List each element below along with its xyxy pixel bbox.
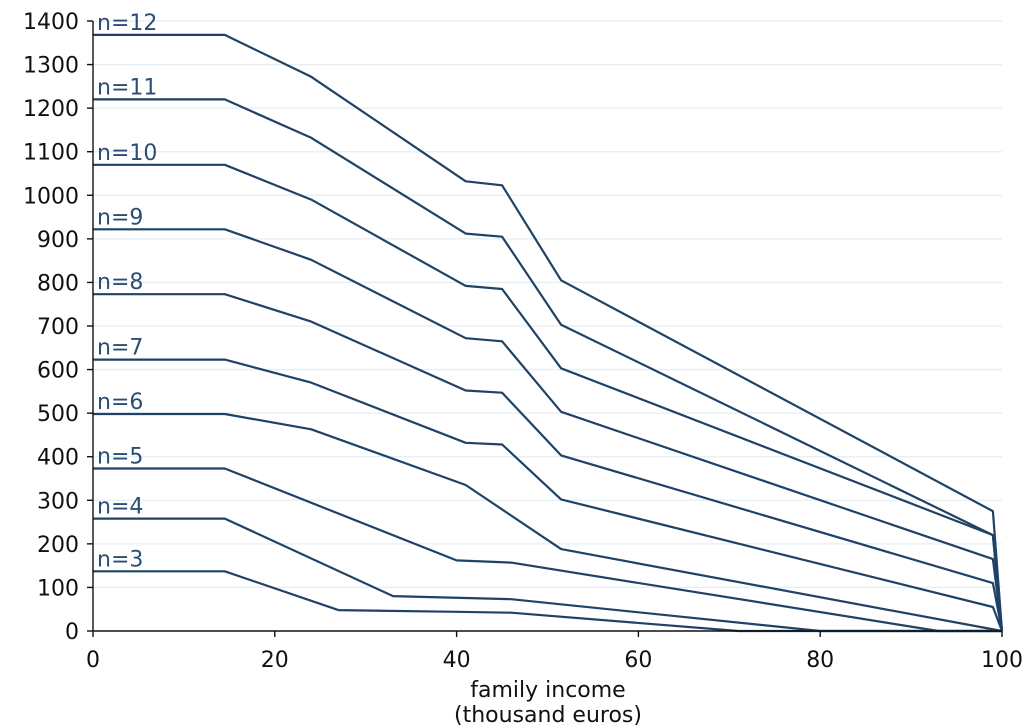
y-tick-label-600: 600 [37, 359, 79, 384]
y-tick-label-100: 100 [37, 576, 79, 601]
y-tick-label-800: 800 [37, 271, 79, 296]
series-line-n=11 [93, 98, 1004, 632]
series-labels: n=3 n=4 n=5 n=6 n=7 n=8 n=9 n=10 n=11 n=12 [97, 11, 157, 572]
series-line-n=8 [93, 293, 1004, 632]
x-tick-label-60: 60 [624, 648, 652, 673]
y-tick-label-1200: 1200 [23, 97, 79, 122]
series-label-n=6: n=6 [97, 390, 143, 415]
series-label-n=12: n=12 [97, 11, 157, 36]
series-label-n=11: n=11 [97, 75, 157, 100]
series-line-n=7 [93, 358, 1004, 632]
series-label-n=8: n=8 [97, 270, 143, 295]
series-line-n=12 [93, 33, 1004, 632]
series-label-n=4: n=4 [97, 495, 143, 520]
series-line-n=3 [93, 570, 1002, 633]
y-tick-label-500: 500 [37, 402, 79, 427]
series-label-n=10: n=10 [97, 141, 157, 166]
series-label-n=5: n=5 [97, 444, 143, 469]
x-tick-label-100: 100 [981, 648, 1023, 673]
x-tick-label-20: 20 [261, 648, 289, 673]
y-tick-label-300: 300 [37, 489, 79, 514]
series-label-n=3: n=3 [97, 547, 143, 572]
x-tick-label-40: 40 [443, 648, 471, 673]
y-tick-label-0: 0 [65, 620, 79, 645]
y-tick-label-1100: 1100 [23, 141, 79, 166]
series-label-n=9: n=9 [97, 205, 143, 230]
x-tick-label-80: 80 [806, 648, 834, 673]
x-axis-title-line-2: (thousand euros) [454, 703, 642, 726]
y-tick-label-1300: 1300 [23, 54, 79, 79]
x-axis-title-line-1: family income [470, 678, 625, 703]
y-tick-label-700: 700 [37, 315, 79, 340]
series-line-n=10 [93, 163, 1004, 632]
y-tick-label-1000: 1000 [23, 184, 79, 209]
ticks: 0 20 40 60 80 1000100200300400500600700800900… [23, 10, 1023, 673]
x-axis-title: family income (thousand euros) [454, 678, 642, 726]
y-tick-label-400: 400 [37, 446, 79, 471]
y-tick-label-900: 900 [37, 228, 79, 253]
y-tick-label-200: 200 [37, 533, 79, 558]
series-label-n=7: n=7 [97, 336, 143, 361]
series-line-n=6 [93, 412, 1003, 633]
series-lines [93, 33, 1004, 633]
series-line-n=9 [93, 228, 1004, 632]
y-tick-label-1400: 1400 [23, 10, 79, 35]
x-tick-label-0: 0 [86, 648, 100, 673]
